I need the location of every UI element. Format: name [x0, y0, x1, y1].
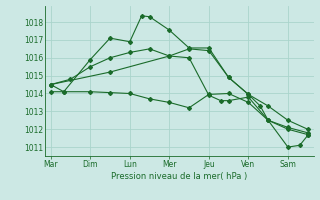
X-axis label: Pression niveau de la mer( hPa ): Pression niveau de la mer( hPa ): [111, 172, 247, 181]
